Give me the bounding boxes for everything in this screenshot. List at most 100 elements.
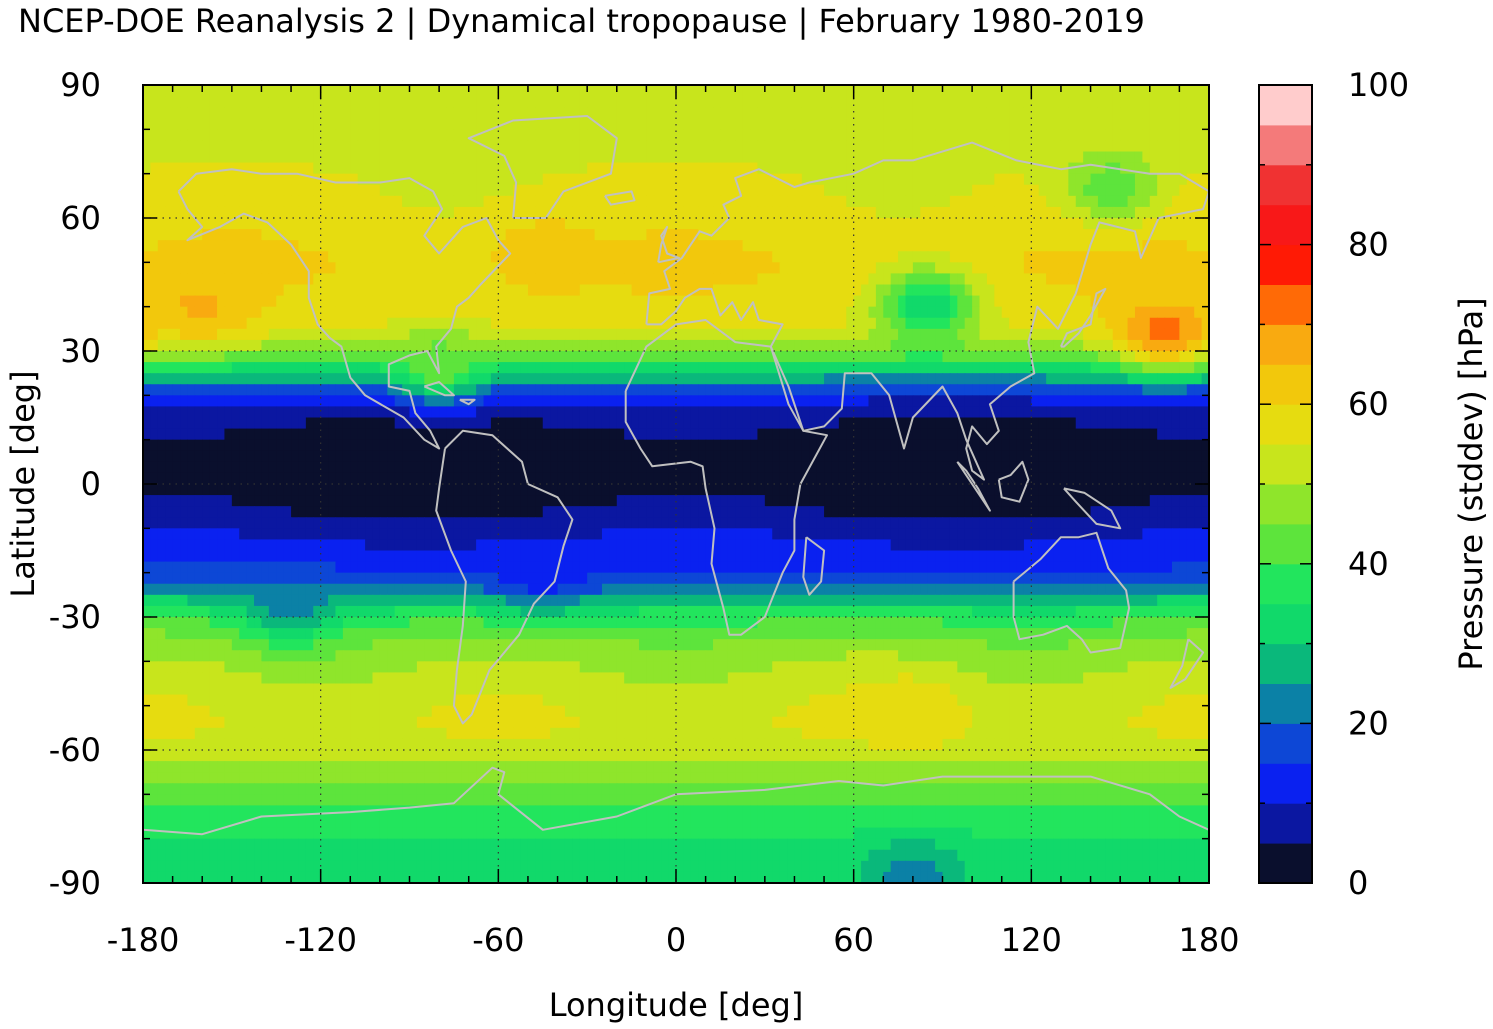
heatmap-cell <box>446 240 455 252</box>
heatmap-cell <box>217 339 226 352</box>
heatmap-cell <box>824 351 833 363</box>
heatmap-cell <box>846 273 855 286</box>
heatmap-cell <box>498 273 507 286</box>
heatmap-cell <box>764 195 773 208</box>
heatmap-cell <box>1186 118 1195 130</box>
heatmap-cell <box>720 96 729 108</box>
heatmap-cell <box>468 428 477 441</box>
heatmap-cell <box>150 317 159 330</box>
heatmap-cell <box>372 107 381 119</box>
heatmap-cell <box>831 417 840 430</box>
heatmap-cell <box>631 129 640 142</box>
heatmap-cell <box>1149 118 1158 130</box>
heatmap-cell <box>372 450 381 463</box>
heatmap-cell <box>1009 406 1018 419</box>
heatmap-cell <box>202 218 211 230</box>
heatmap-cell <box>1075 284 1084 297</box>
heatmap-cell <box>898 351 907 363</box>
heatmap-cell <box>942 450 951 463</box>
heatmap-cell <box>483 351 492 363</box>
heatmap-cell <box>328 195 337 208</box>
heatmap-cell <box>261 351 270 363</box>
heatmap-cell <box>372 351 381 363</box>
heatmap-cell <box>461 306 470 319</box>
heatmap-cell <box>328 284 337 297</box>
heatmap-cell <box>779 96 788 108</box>
heatmap-cell <box>424 461 433 474</box>
heatmap-cell <box>365 339 374 352</box>
heatmap-cell <box>609 362 618 374</box>
heatmap-cell <box>439 406 448 419</box>
heatmap-cell <box>609 306 618 319</box>
heatmap-cell <box>594 306 603 319</box>
heatmap-cell <box>713 273 722 286</box>
heatmap-cell <box>439 295 448 308</box>
heatmap-cell <box>1127 395 1136 408</box>
heatmap-cell <box>986 417 995 430</box>
heatmap-cell <box>550 218 559 230</box>
heatmap-cell <box>261 240 270 252</box>
heatmap-cell <box>165 251 174 263</box>
heatmap-cell <box>624 129 633 142</box>
heatmap-cell <box>794 273 803 286</box>
heatmap-cell <box>150 173 159 186</box>
heatmap-cell <box>653 218 662 230</box>
heatmap-cell <box>1031 295 1040 308</box>
heatmap-cell <box>579 218 588 230</box>
heatmap-cell <box>564 251 573 263</box>
heatmap-cell <box>1171 118 1180 130</box>
heatmap-cell <box>180 129 189 142</box>
heatmap-cell <box>646 218 655 230</box>
heatmap-cell <box>1038 162 1047 175</box>
heatmap-cell <box>157 184 166 197</box>
heatmap-cell <box>735 406 744 419</box>
heatmap-cell <box>720 417 729 430</box>
heatmap-cell <box>1068 328 1077 341</box>
heatmap-cell <box>942 107 951 119</box>
heatmap-cell <box>557 140 566 153</box>
heatmap-cell <box>335 439 344 452</box>
heatmap-cell <box>328 140 337 153</box>
heatmap-cell <box>631 428 640 441</box>
heatmap-cell <box>646 184 655 197</box>
heatmap-cell <box>594 218 603 230</box>
heatmap-cell <box>564 306 573 319</box>
heatmap-cell <box>1127 351 1136 363</box>
heatmap-cell <box>1001 439 1010 452</box>
heatmap-cell <box>720 373 729 385</box>
heatmap-cell <box>609 295 618 308</box>
heatmap-cell <box>853 195 862 208</box>
heatmap-cell <box>846 240 855 252</box>
heatmap-cell <box>816 218 825 230</box>
heatmap-cell <box>816 284 825 297</box>
heatmap-cell <box>890 162 899 175</box>
heatmap-cell <box>387 195 396 208</box>
heatmap-cell <box>350 428 359 441</box>
heatmap-cell <box>1142 162 1151 175</box>
heatmap-cell <box>1194 439 1203 452</box>
heatmap-cell <box>1171 218 1180 230</box>
heatmap-cell <box>1164 107 1173 119</box>
heatmap-cell <box>883 107 892 119</box>
heatmap-cell <box>720 339 729 352</box>
heatmap-cell <box>1083 229 1092 241</box>
heatmap-cell <box>705 151 714 164</box>
heatmap-cell <box>690 184 699 197</box>
heatmap-cell <box>594 428 603 441</box>
heatmap-cell <box>883 140 892 153</box>
heatmap-cell <box>557 107 566 119</box>
heatmap-cell <box>801 295 810 308</box>
heatmap-cell <box>1053 284 1062 297</box>
heatmap-cell <box>461 428 470 441</box>
heatmap-cell <box>1053 118 1062 130</box>
heatmap-cell <box>283 417 292 430</box>
heatmap-cell <box>868 218 877 230</box>
heatmap-cell <box>935 450 944 463</box>
heatmap-cell <box>794 284 803 297</box>
heatmap-cell <box>1075 184 1084 197</box>
heatmap-cell <box>1038 262 1047 275</box>
heatmap-cell <box>661 439 670 452</box>
heatmap-cell <box>824 339 833 352</box>
heatmap-cell <box>1090 218 1099 230</box>
